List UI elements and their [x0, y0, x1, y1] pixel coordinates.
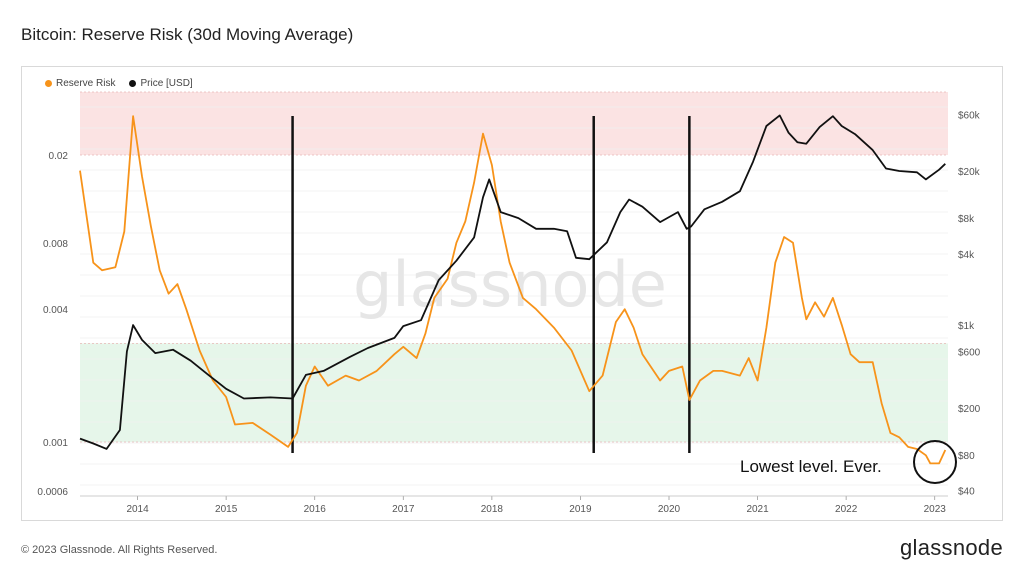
- x-tick-label: 2020: [658, 504, 681, 515]
- x-tick-label: 2018: [481, 504, 504, 515]
- legend-dot-reserve-risk: [45, 80, 52, 87]
- left-tick-label: 0.008: [43, 239, 68, 250]
- watermark: glassnode: [353, 248, 667, 321]
- right-tick-label: $4k: [958, 250, 975, 261]
- price-line: [79, 114, 946, 450]
- right-tick-label: $80: [958, 451, 975, 462]
- annotation-text: Lowest level. Ever.: [740, 457, 882, 476]
- copyright: © 2023 Glassnode. All Rights Reserved.: [21, 544, 218, 556]
- x-tick-label: 2017: [392, 504, 415, 515]
- annotation-circle: [913, 440, 957, 484]
- legend-item-reserve-risk[interactable]: Reserve Risk: [45, 78, 115, 89]
- left-tick-label: 0.001: [43, 438, 68, 449]
- right-tick-label: $40: [958, 487, 975, 498]
- legend: Reserve Risk Price [USD]: [45, 78, 193, 89]
- legend-dot-price: [129, 80, 137, 87]
- left-tick-label: 0.004: [43, 305, 68, 316]
- x-tick-label: 2019: [569, 504, 592, 515]
- right-tick-label: $60k: [958, 110, 981, 121]
- legend-label: Price [USD]: [140, 78, 193, 89]
- legend-label: Reserve Risk: [56, 78, 116, 89]
- right-tick-label: $20k: [958, 167, 981, 178]
- x-tick-label: 2014: [126, 504, 149, 515]
- x-tick-label: 2016: [304, 504, 327, 515]
- band-overheated: [80, 92, 948, 155]
- band-opportunity: [80, 343, 948, 442]
- reserve-risk-line: [79, 115, 947, 465]
- brand-logo: glassnode: [900, 535, 1003, 560]
- right-tick-label: $1k: [958, 321, 975, 332]
- left-tick-label: 0.02: [49, 151, 69, 162]
- x-tick-label: 2021: [746, 504, 769, 515]
- right-tick-label: $8k: [958, 214, 975, 225]
- x-tick-label: 2022: [835, 504, 858, 515]
- x-tick-label: 2023: [924, 504, 947, 515]
- chart-frame: [21, 66, 1003, 521]
- x-tick-label: 2015: [215, 504, 238, 515]
- legend-item-price[interactable]: Price [USD]: [129, 78, 193, 89]
- left-tick-label: 0.0006: [37, 487, 68, 498]
- right-tick-label: $600: [958, 347, 981, 358]
- right-tick-label: $200: [958, 404, 981, 415]
- chart-title: Bitcoin: Reserve Risk (30d Moving Averag…: [21, 25, 354, 44]
